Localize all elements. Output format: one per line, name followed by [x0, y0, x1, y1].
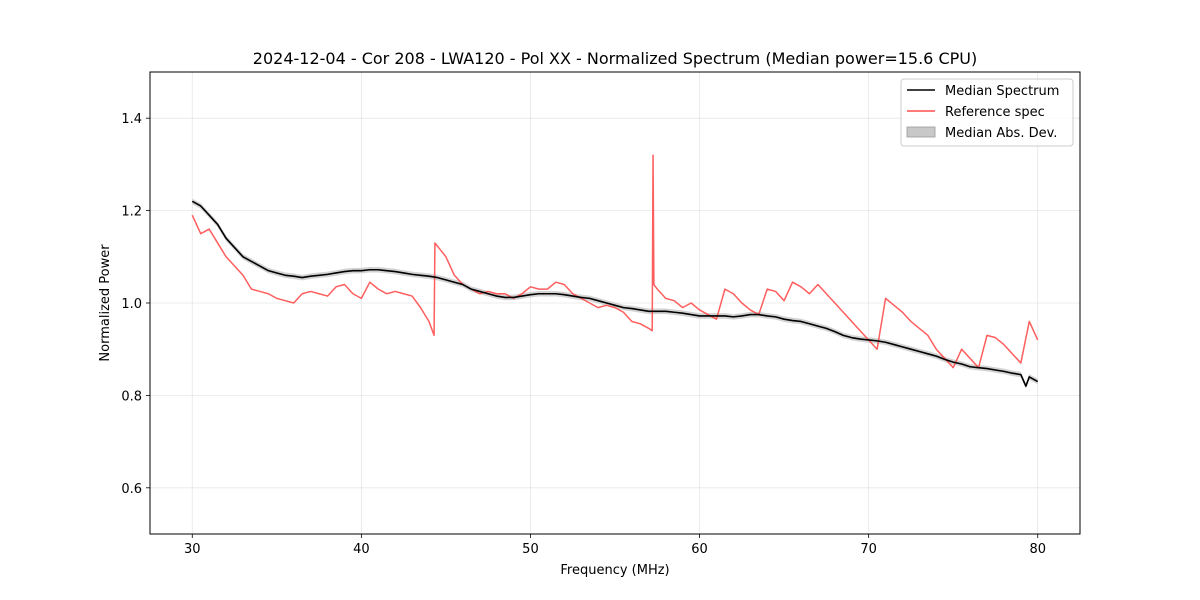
legend-label-median: Median Spectrum: [945, 84, 1059, 99]
y-tick-label: 1.2: [121, 205, 142, 220]
legend-mad-patch: [906, 126, 936, 138]
y-tick-label: 0.8: [121, 389, 142, 404]
legend-label-mad: Median Abs. Dev.: [945, 126, 1057, 141]
x-axis-label: Frequency (MHz): [560, 563, 669, 578]
series-reference-spec: [191, 154, 1039, 369]
legend-box: [900, 78, 1074, 147]
legend-label-reference: Reference spec: [945, 105, 1045, 120]
x-tick-label: 30: [184, 542, 201, 557]
y-tick-label: 1.4: [121, 112, 142, 127]
y-tick-label: 1.0: [121, 297, 142, 312]
series-layer: [191, 154, 1039, 387]
x-tick-label: 70: [860, 542, 877, 557]
x-tick-label: 50: [522, 542, 539, 557]
y-axis-label: Normalized Power: [98, 244, 113, 362]
series-median-spectrum: [191, 200, 1039, 387]
legend: Median Spectrum Reference spec Median Ab…: [900, 78, 1074, 147]
x-tick-label: 60: [691, 542, 708, 557]
ticks: 30 40 50 60 70 80 0.6 0.8 1.0 1.2 1.4: [121, 112, 1046, 557]
chart-title: 2024-12-04 - Cor 208 - LWA120 - Pol XX -…: [253, 49, 977, 68]
x-tick-label: 80: [1029, 542, 1046, 557]
x-tick-label: 40: [353, 542, 370, 557]
y-tick-label: 0.6: [121, 482, 142, 497]
